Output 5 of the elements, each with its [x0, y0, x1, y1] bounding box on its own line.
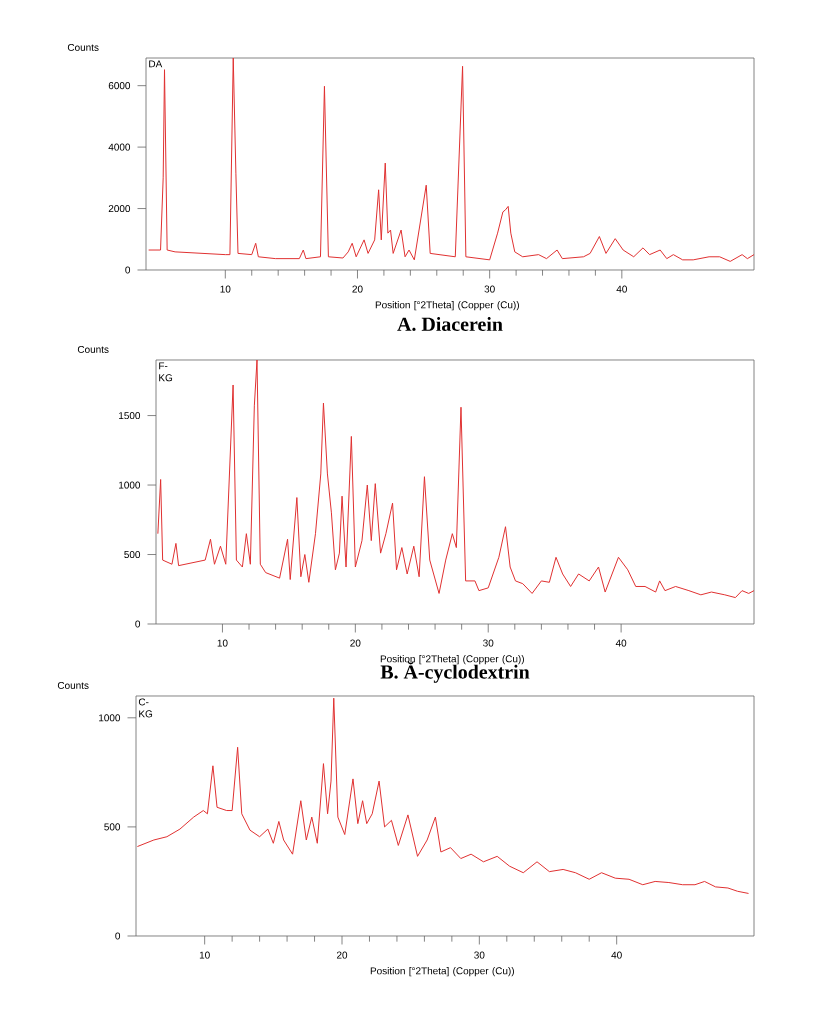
line-series: [157, 359, 754, 599]
text: A. Diacerein: [397, 316, 503, 332]
line-series: [148, 58, 755, 262]
text: B. Ă-cyclodextrin: [380, 661, 530, 683]
line-series: [136, 697, 750, 894]
